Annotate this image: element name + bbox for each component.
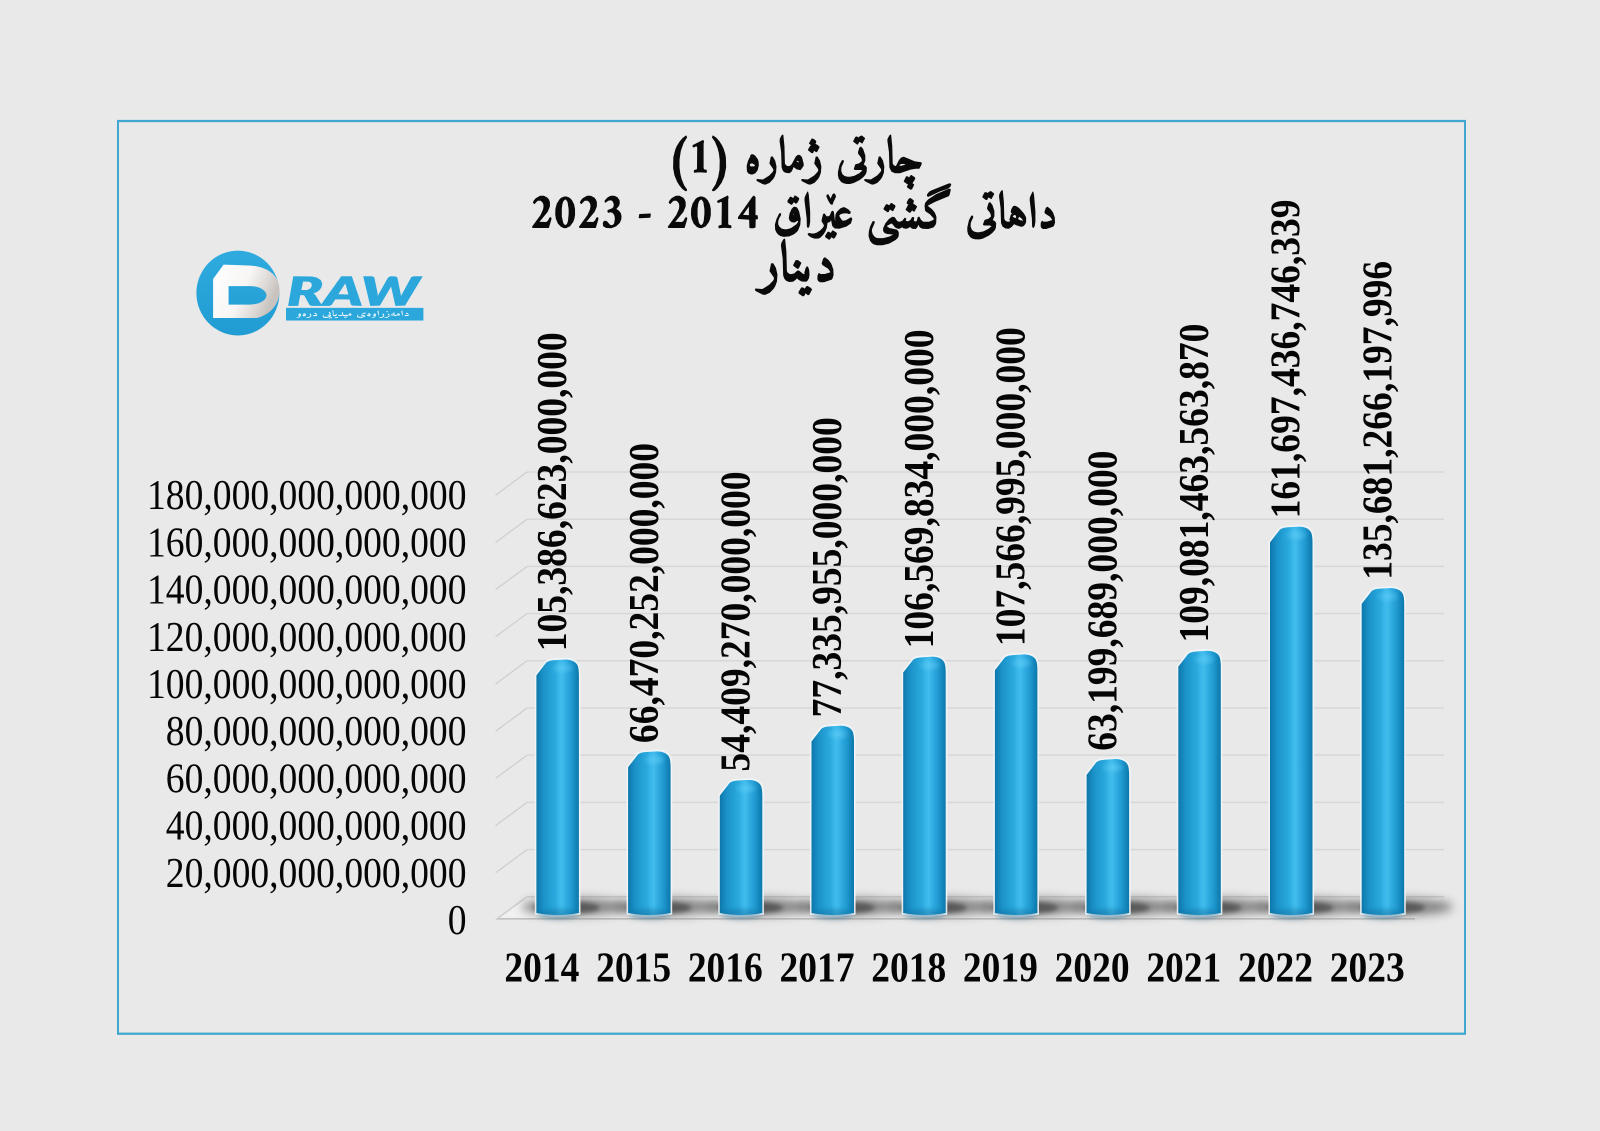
svg-text:135,681,266,197,996: 135,681,266,197,996 [1354, 261, 1400, 580]
svg-text:80,000,000,000,000: 80,000,000,000,000 [166, 707, 467, 755]
svg-text:2022: 2022 [1238, 943, 1313, 991]
svg-text:63,199,689,000,000: 63,199,689,000,000 [1079, 451, 1125, 751]
svg-text:2020: 2020 [1055, 943, 1130, 991]
svg-text:109,081,463,563,870: 109,081,463,563,870 [1171, 324, 1217, 643]
svg-text:0: 0 [448, 896, 467, 944]
svg-text:60,000,000,000,000: 60,000,000,000,000 [166, 754, 467, 802]
svg-text:54,409,270,000,000: 54,409,270,000,000 [713, 471, 759, 771]
svg-text:160,000,000,000,000: 160,000,000,000,000 [147, 518, 466, 566]
svg-text:20,000,000,000,000: 20,000,000,000,000 [166, 849, 467, 897]
svg-text:40,000,000,000,000: 40,000,000,000,000 [166, 801, 467, 849]
svg-text:2017: 2017 [780, 943, 855, 991]
svg-text:120,000,000,000,000: 120,000,000,000,000 [147, 613, 466, 661]
svg-text:77,335,955,000,000: 77,335,955,000,000 [804, 417, 850, 717]
svg-text:2021: 2021 [1146, 943, 1221, 991]
svg-text:2016: 2016 [688, 943, 763, 991]
svg-text:106,569,834,000,000: 106,569,834,000,000 [896, 330, 942, 649]
svg-text:180,000,000,000,000: 180,000,000,000,000 [147, 471, 466, 519]
svg-text:2019: 2019 [963, 943, 1038, 991]
svg-text:2023: 2023 [1330, 943, 1405, 991]
svg-text:66,470,252,000,000: 66,470,252,000,000 [621, 443, 667, 743]
svg-text:105,386,623,000,000: 105,386,623,000,000 [529, 332, 575, 651]
svg-text:140,000,000,000,000: 140,000,000,000,000 [147, 565, 466, 613]
svg-text:161,697,436,746,339: 161,697,436,746,339 [1263, 199, 1309, 518]
svg-text:107,566,995,000,000: 107,566,995,000,000 [988, 327, 1034, 646]
svg-text:2018: 2018 [871, 943, 946, 991]
svg-text:2014: 2014 [504, 943, 579, 991]
svg-text:2015: 2015 [596, 943, 671, 991]
svg-text:100,000,000,000,000: 100,000,000,000,000 [147, 660, 466, 708]
